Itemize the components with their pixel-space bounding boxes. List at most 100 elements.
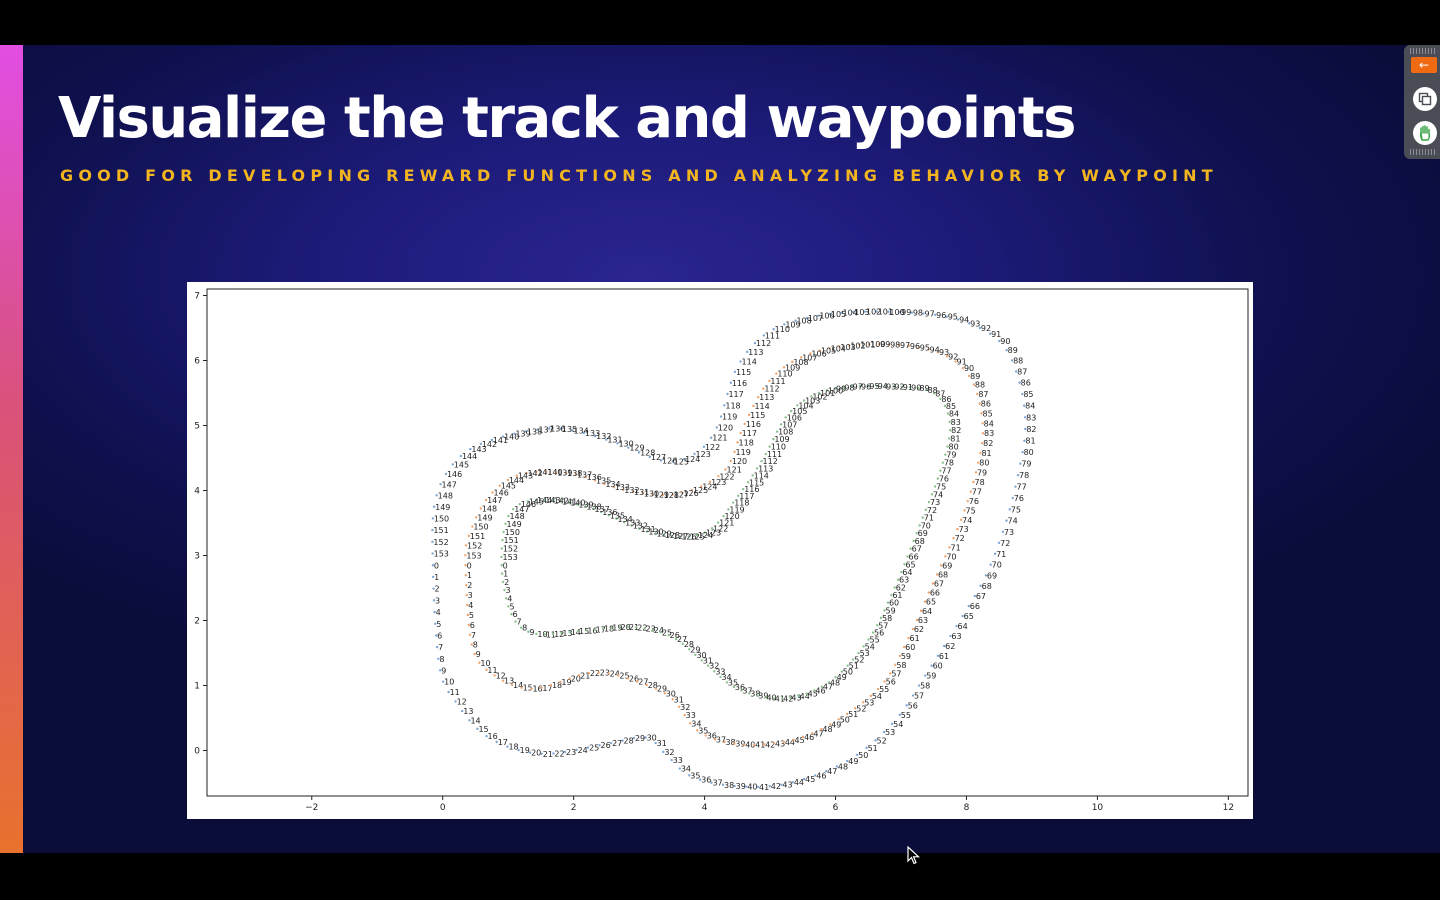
center-line-waypoint-label: 57 [891,669,901,678]
center-line-waypoint-dot [723,740,726,744]
center-line-waypoint-label: 116 [746,420,761,429]
center-line-waypoint-label: 55 [879,685,889,694]
center-line-waypoint-dot [854,707,857,710]
center-line-waypoint-label: 119 [736,448,751,457]
center-line-waypoint-dot [858,343,861,346]
center-line-waypoint-dot [636,680,639,683]
y-tick-label: 0 [194,747,200,757]
slide-title: Visualize the track and waypoints [58,86,1077,151]
outer-border-waypoint-label: 46 [816,771,826,780]
center-line-waypoint-label: 151 [470,532,485,541]
outer-border-waypoint-label: 37 [712,779,722,788]
center-line-waypoint-dot [574,473,578,476]
center-line-waypoint-label: 7 [471,631,476,640]
slide-subtitle: GOOD FOR DEVELOPING REWARD FUNCTIONS AND… [60,166,1218,185]
inner-border-waypoint-label: 110 [771,443,786,452]
inner-border-waypoint-dot [890,593,893,597]
outer-border-waypoint-dot [852,310,855,314]
center-line-waypoint-dot [820,727,823,731]
outer-border-waypoint-label: 58 [920,682,930,691]
outer-border-waypoint-dot [517,748,520,752]
outer-border-waypoint-dot [1011,496,1014,500]
outer-border-waypoint-label: 67 [976,592,986,601]
center-line-waypoint-label: 150 [473,523,488,532]
center-line-waypoint-label: 128 [664,491,679,500]
outer-border-waypoint-dot [989,563,992,566]
inner-border-waypoint-dot [635,626,638,629]
arrow-left-icon[interactable]: ← [1411,57,1437,73]
inner-border-waypoint-label: 128 [665,531,680,540]
inner-border-waypoint-dot [622,521,626,524]
inner-border-waypoint-label: 37 [742,687,752,696]
x-tick-label: 2 [571,803,577,813]
inner-border-waypoint-label: 142 [554,496,569,505]
inner-border-waypoint-dot [918,524,921,527]
center-line-waypoint-label: 98 [890,340,900,349]
center-line-waypoint-dot [470,643,473,646]
inner-border-waypoint-dot [643,627,646,630]
raise-hand-icon[interactable] [1413,121,1437,145]
inner-border-waypoint-label: 98 [844,383,854,392]
center-line-waypoint-label: 79 [977,468,987,477]
outer-border-waypoint-label: 40 [747,783,757,792]
inner-border-waypoint-label: 133 [625,518,640,527]
inner-border-waypoint-label: 4 [507,594,512,603]
inner-border-waypoint-label: 68 [915,537,925,546]
inner-border-waypoint-label: 91 [903,383,913,392]
outer-border-waypoint-label: 78 [1019,471,1029,480]
inner-border-waypoint-dot [946,412,950,415]
inner-border-waypoint-dot [939,397,942,401]
center-line-waypoint-dot [980,412,983,415]
outer-border-waypoint-dot [536,428,539,431]
outer-border-waypoint-label: 69 [987,571,997,580]
center-line-waypoint-dot [501,679,505,682]
inner-border-waypoint-label: 146 [521,500,536,509]
inner-border-waypoint-label: 151 [504,536,519,545]
inner-border-waypoint-label: 24 [654,626,664,635]
inner-border-waypoint-dot [921,516,924,519]
center-line-waypoint-dot [966,499,969,503]
outer-border-waypoint-label: 114 [742,358,757,367]
outer-border-waypoint-dot [506,745,509,748]
outer-border-waypoint-dot [552,752,555,755]
inner-border-waypoint-label: 84 [949,410,959,419]
outer-border-waypoint-label: 91 [991,330,1001,339]
outer-border-waypoint-label: 55 [901,711,911,720]
inner-border-waypoint-label: 43 [791,694,801,703]
center-line-waypoint-dot [475,516,478,519]
outer-border-waypoint-label: 125 [674,457,689,466]
toolbar-grip-top[interactable] [1410,48,1436,54]
outer-border-waypoint-dot [955,624,958,628]
center-line-waypoint-label: 13 [504,677,514,686]
inner-border-waypoint-dot [805,692,808,695]
center-line-waypoint-label: 15 [523,684,533,693]
outer-border-waypoint-label: 104 [843,309,858,318]
inner-border-waypoint-dot [780,697,784,700]
outer-border-waypoint-dot [563,750,567,754]
outer-border-waypoint-dot [828,312,832,316]
center-line-waypoint-dot [724,468,727,471]
copy-icon[interactable] [1413,87,1437,111]
inner-border-waypoint-dot [504,522,507,525]
center-line-waypoint-dot [559,680,562,684]
outer-border-waypoint-label: 117 [728,390,743,399]
outer-border-waypoint-label: 87 [1017,367,1027,376]
inner-border-waypoint-dot [535,632,538,636]
inner-border-waypoint-label: 99 [836,384,846,393]
outer-border-waypoint-label: 49 [848,757,858,766]
center-line-waypoint-dot [876,687,880,691]
outer-border-waypoint-label: 21 [543,750,553,759]
toolbar-grip-bottom[interactable] [1410,149,1436,155]
inner-border-waypoint-dot [713,670,716,673]
outer-border-waypoint-dot [627,446,630,449]
outer-border-waypoint-label: 23 [566,748,576,757]
inner-border-waypoint-label: 88 [928,386,938,395]
inner-border-waypoint-label: 5 [509,602,514,611]
mouse-cursor-icon [907,846,921,865]
inner-border-waypoint-dot [607,514,611,517]
inner-border-waypoint-label: 116 [744,485,759,494]
center-line-waypoint-label: 69 [942,561,952,570]
center-line-waypoint-label: 64 [922,607,932,616]
inner-border-waypoint-dot [600,510,603,514]
center-line-waypoint-dot [736,441,739,444]
